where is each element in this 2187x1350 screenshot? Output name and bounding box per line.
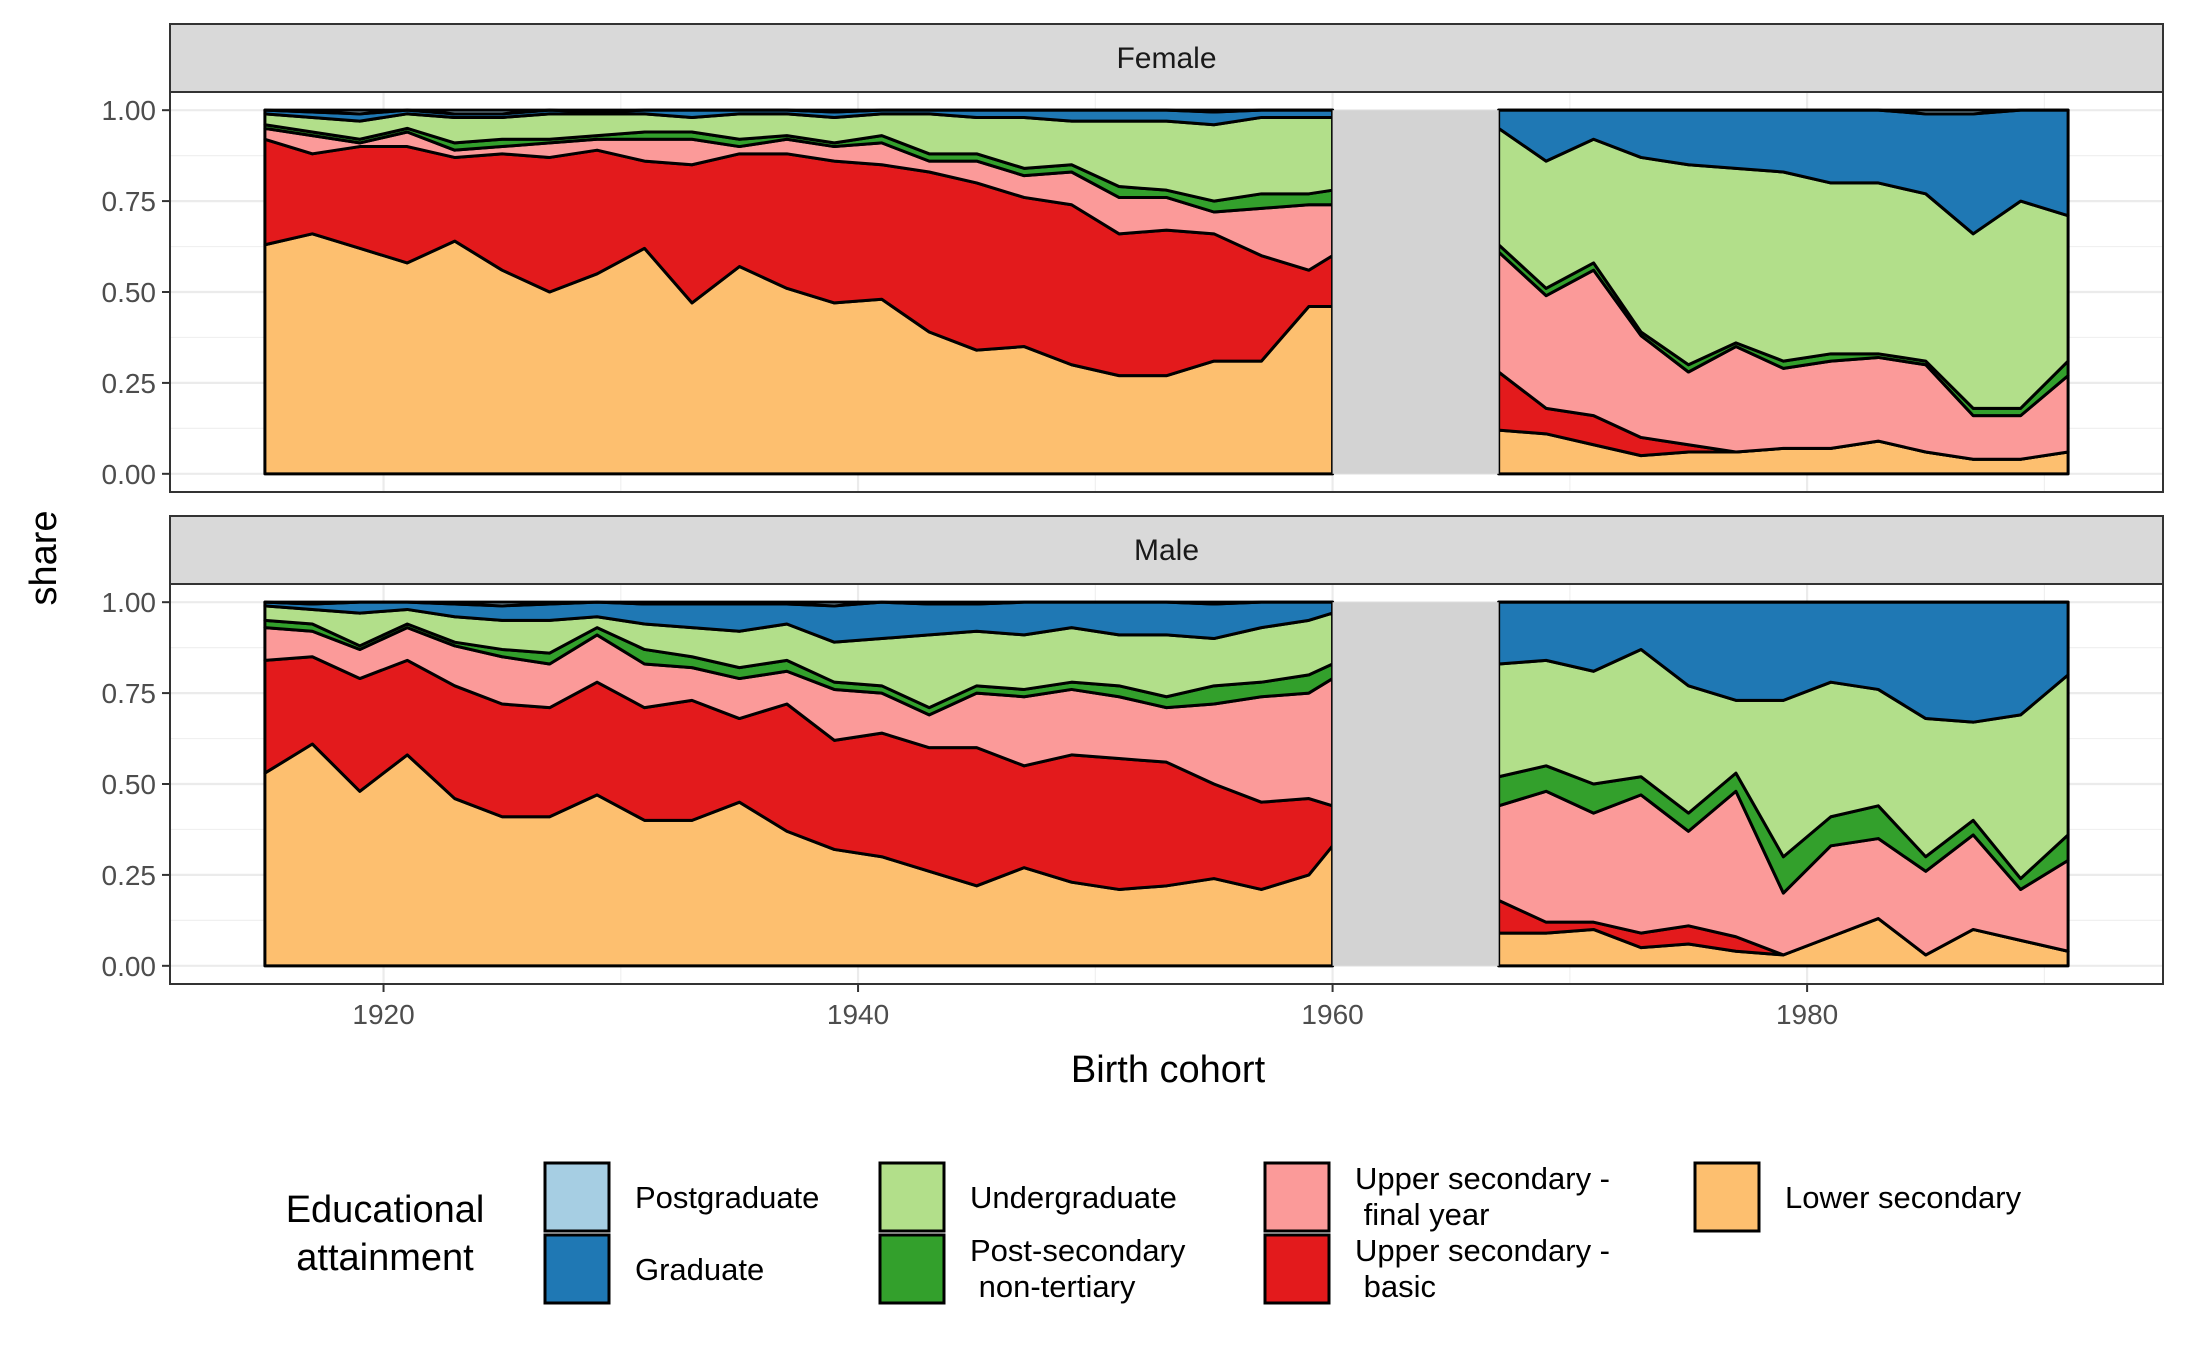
y-tick-label: 0.00	[102, 951, 157, 982]
strip-label: Female	[1116, 42, 1216, 75]
y-tick-label: 1.00	[102, 95, 157, 126]
legend-key-undergraduate	[878, 1161, 946, 1233]
legend-title-line: attainment	[296, 1237, 474, 1279]
y-tick-label: 0.50	[102, 277, 157, 308]
legend-key-graduate	[543, 1233, 611, 1305]
legend-label-upper-final: final year	[1355, 1197, 1489, 1232]
legend-title-line: Educational	[286, 1189, 485, 1231]
facet-panels: Female 0.00 0.25 0.50 0.75 1.00 Male 0.00 0.25 0.…	[102, 23, 2164, 1030]
area-postgraduate	[263, 108, 1335, 116]
y-tick-label: 0.25	[102, 860, 157, 891]
y-axis-title: share	[23, 510, 65, 605]
y-tick-label: 1.00	[102, 587, 157, 618]
x-tick-label: 1920	[352, 999, 414, 1030]
strip-background	[169, 23, 2164, 93]
legend-label-post-secondary: Post-secondary	[970, 1233, 1186, 1268]
y-tick-label: 0.00	[102, 459, 157, 490]
x-axis-title: Birth cohort	[1071, 1049, 1266, 1091]
y-tick-label: 0.75	[102, 678, 157, 709]
x-tick-label: 1940	[827, 999, 889, 1030]
legend-label-postgraduate: Postgraduate	[635, 1180, 819, 1215]
legend-key-lower-secondary	[1693, 1161, 1761, 1233]
y-tick-label: 0.75	[102, 186, 157, 217]
x-tick-label: 1980	[1776, 999, 1838, 1030]
strip-background	[169, 515, 2164, 585]
y-tick-label: 0.25	[102, 368, 157, 399]
missing-data-band	[1332, 110, 1499, 474]
panel-female: Female 0.00 0.25 0.50 0.75 1.00	[102, 23, 2164, 493]
legend-label-lower-secondary: Lower secondary	[1785, 1180, 2022, 1215]
area-postgraduate	[263, 600, 1335, 608]
legend-label-undergraduate: Undergraduate	[970, 1180, 1177, 1215]
legend-key-upper-basic	[1263, 1233, 1331, 1305]
legend-key-postgraduate	[543, 1161, 611, 1233]
y-tick-label: 0.50	[102, 769, 157, 800]
legend-key-post-secondary	[878, 1233, 946, 1305]
legend-label-post-secondary: non-tertiary	[970, 1269, 1136, 1304]
area-postgraduate	[1497, 108, 2070, 116]
legend-label-graduate: Graduate	[635, 1252, 764, 1287]
legend-key-upper-final	[1263, 1161, 1331, 1233]
legend-label-upper-basic: Upper secondary -	[1355, 1233, 1610, 1268]
legend-label-upper-final: Upper secondary -	[1355, 1161, 1610, 1196]
x-tick-label: 1960	[1301, 999, 1363, 1030]
legend-label-upper-basic: basic	[1355, 1269, 1436, 1304]
legend: Educational attainment Postgraduate Graduat…	[286, 1161, 2022, 1305]
panel-male: Male 0.00 0.25 0.50 0.75 1.00 1920 1940 1960 1980	[102, 515, 2164, 1030]
missing-data-band	[1332, 602, 1499, 966]
strip-label: Male	[1134, 534, 1199, 567]
